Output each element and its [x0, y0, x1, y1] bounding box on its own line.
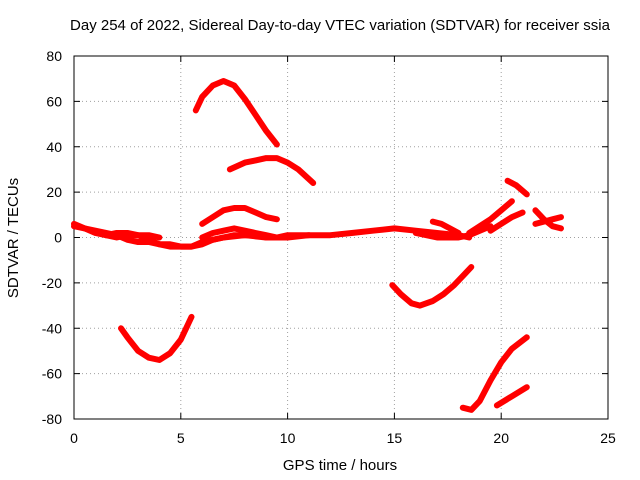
series-line-arc-rise-minus-72	[493, 384, 530, 409]
series-line-arc-late-bump	[429, 218, 462, 236]
y-tick-label: 40	[46, 139, 62, 155]
y-tick-label: -20	[42, 275, 62, 291]
x-tick-labels: 0 5 10 15 20 25	[70, 430, 616, 446]
y-tick-label: -40	[42, 320, 62, 336]
series-line-arc-peak-35	[226, 155, 317, 186]
y-axis-label: SDTVAR / TECUs	[5, 178, 22, 298]
y-tick-label: 80	[46, 48, 62, 64]
series-line-arc-rise-minus-75	[459, 334, 530, 413]
x-tick-label: 0	[70, 430, 78, 446]
axis-ticks	[73, 55, 609, 420]
series-line-arc-trough-54	[118, 313, 195, 363]
chart-title: Day 254 of 2022, Sidereal Day-to-day VTE…	[70, 17, 611, 34]
x-tick-label: 20	[493, 430, 509, 446]
y-tick-label: -60	[42, 366, 62, 382]
series-line-arc-late-zero	[412, 223, 494, 241]
y-tick-label: 60	[46, 93, 62, 109]
y-tick-label: 0	[54, 230, 62, 246]
x-tick-label: 15	[387, 430, 403, 446]
grid-lines	[74, 56, 608, 419]
y-tick-label: -80	[42, 411, 62, 427]
series-line-arc-peak-25	[504, 177, 530, 198]
data-series	[71, 78, 564, 413]
y-tick-labels: -80 -60 -40 -20 0 20 40 60 80	[42, 48, 62, 427]
series-line-arc-late-rise	[466, 198, 515, 236]
series-line-arc-late-upper	[487, 209, 526, 234]
x-tick-label: 10	[280, 430, 296, 446]
x-tick-label: 25	[600, 430, 616, 446]
series-line-arc-cluster-right-2	[532, 214, 564, 227]
series-line-arc-zero-humped	[199, 225, 280, 241]
series-line-arc-zero-bumps	[103, 230, 163, 241]
series-line-arc-zero-low	[71, 223, 312, 250]
series-line-arc-peak-13	[199, 205, 280, 227]
series-line-arc-trough-30	[389, 264, 475, 309]
x-axis-label: GPS time / hours	[283, 457, 397, 474]
x-tick-label: 5	[177, 430, 185, 446]
y-tick-label: 20	[46, 184, 62, 200]
series-line-arc-peak-70	[192, 78, 280, 148]
